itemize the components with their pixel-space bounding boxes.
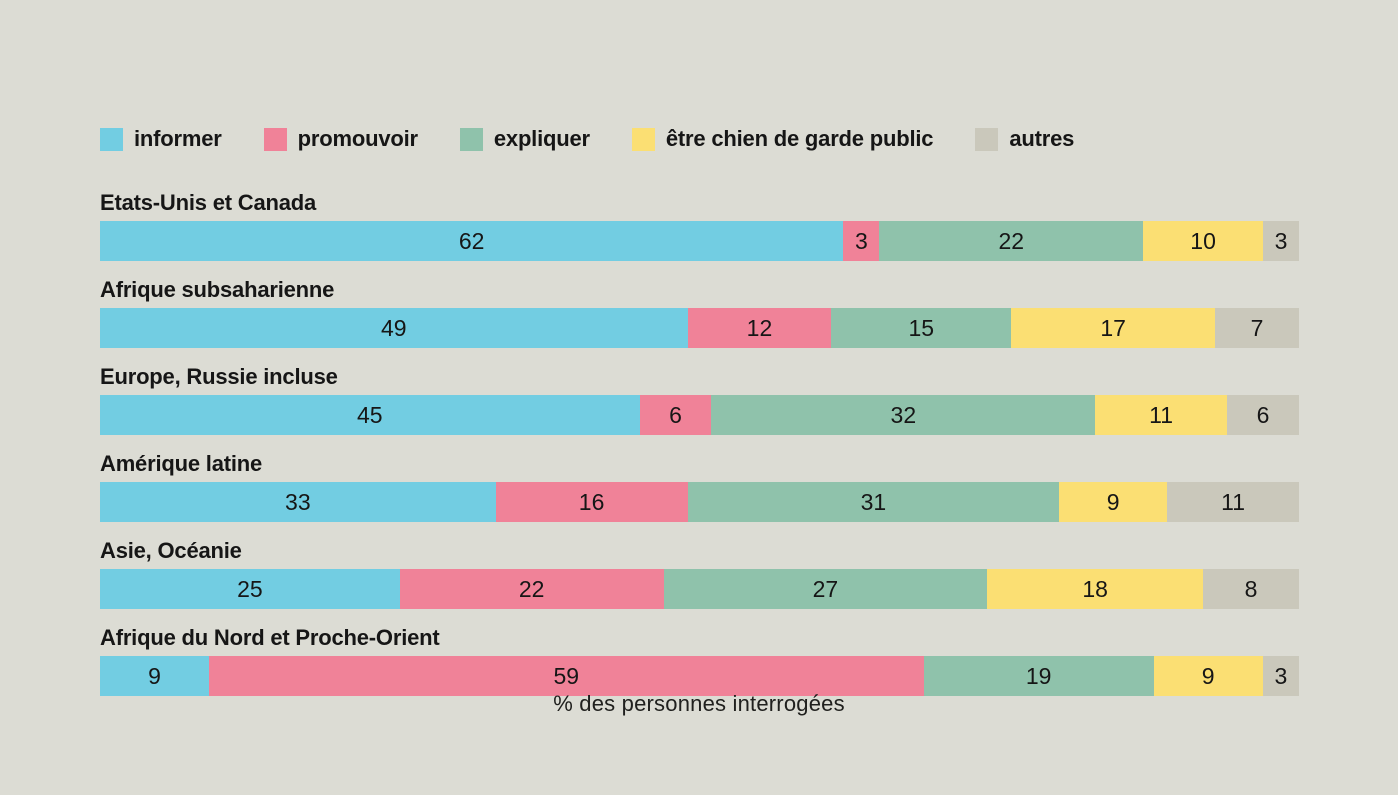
- bar-segment: 6: [1227, 395, 1299, 435]
- segment-value: 45: [356, 401, 383, 428]
- legend-item: expliquer: [459, 126, 590, 152]
- bar-segment: 17: [1011, 308, 1216, 348]
- bar-row: Afrique du Nord et Proche-Orient 9 59 19 9 3: [100, 625, 1299, 696]
- category-label: Afrique du Nord et Proche-Orient: [100, 625, 440, 650]
- segment-value: 6: [1256, 401, 1270, 428]
- segment-value: 6: [669, 401, 682, 428]
- stacked-bar: 25 22 27 18 8: [100, 569, 1299, 609]
- bar-row: Etats-Unis et Canada 62 3 22 10 3: [100, 190, 1299, 261]
- segment-value: 19: [1025, 662, 1052, 689]
- segment-value: 9: [148, 662, 161, 689]
- bar-segment: 15: [831, 308, 1012, 348]
- bar-segment: 45: [100, 395, 640, 435]
- segment-value: 27: [812, 575, 839, 602]
- legend-swatch-icon: [263, 127, 287, 151]
- category-label: Amérique latine: [100, 451, 263, 476]
- segment-value: 8: [1244, 575, 1258, 602]
- segment-value: 18: [1082, 575, 1108, 602]
- legend-swatch-icon: [631, 127, 655, 151]
- bar-segment: 22: [399, 569, 664, 609]
- bar-segment: 59: [209, 656, 924, 696]
- legend-swatch-icon: [100, 127, 123, 151]
- segment-value: 59: [553, 662, 580, 689]
- segment-value: 10: [1190, 227, 1216, 254]
- stacked-bar: 9 59 19 9 3: [100, 656, 1299, 696]
- segment-value: 15: [908, 314, 935, 341]
- segment-value: 31: [860, 488, 887, 515]
- segment-value: 3: [1274, 662, 1288, 689]
- stacked-bar: 45 6 32 11 6: [100, 395, 1299, 435]
- segment-value: 17: [1100, 314, 1126, 341]
- segment-value: 33: [285, 488, 311, 515]
- segment-value: 32: [890, 401, 917, 428]
- bar-segment: 3: [843, 221, 880, 261]
- bar-segment: 11: [1167, 482, 1299, 522]
- chart-legend: informer promouvoir expliquer être chien de…: [100, 126, 1074, 152]
- legend-item: être chien de garde public: [631, 126, 934, 152]
- bar-row: Afrique subsaharienne 49 12 15 17 7: [100, 277, 1299, 348]
- bar-segment: 16: [495, 482, 688, 522]
- bar-segment: 22: [879, 221, 1144, 261]
- segment-value: 49: [380, 314, 407, 341]
- segment-value: 3: [1274, 227, 1288, 254]
- category-label: Afrique subsaharienne: [100, 277, 335, 302]
- segment-value: 11: [1221, 488, 1245, 515]
- bar-segment: 31: [687, 482, 1060, 522]
- segment-value: 3: [854, 227, 868, 254]
- bar-segment: 11: [1095, 395, 1228, 435]
- legend-label: informer: [134, 126, 222, 151]
- legend-swatch-icon: [459, 127, 483, 151]
- bar-segment: 9: [100, 656, 209, 696]
- bar-segment: 9: [1153, 656, 1263, 696]
- bar-segment: 49: [100, 308, 688, 348]
- legend-item: promouvoir: [263, 126, 418, 152]
- category-label: Etats-Unis et Canada: [100, 190, 317, 215]
- bar-segment: 27: [663, 569, 988, 609]
- bar-segment: 25: [100, 569, 400, 609]
- bar-segment: 9: [1059, 482, 1168, 522]
- bar-row: Asie, Océanie 25 22 27 18 8: [100, 538, 1299, 609]
- legend-item: informer: [100, 126, 222, 152]
- segment-value: 22: [998, 227, 1025, 254]
- stacked-bar: 33 16 31 9 11: [100, 482, 1299, 522]
- bar-segment: 32: [711, 395, 1096, 435]
- segment-value: 11: [1149, 401, 1174, 428]
- segment-value: 9: [1201, 662, 1215, 689]
- stacked-bar: 62 3 22 10 3: [100, 221, 1299, 261]
- bar-segment: 3: [1262, 656, 1299, 696]
- legend-swatch-icon: [975, 127, 999, 151]
- x-axis-label: % des personnes interrogées: [553, 691, 845, 716]
- bar-segment: 33: [100, 482, 496, 522]
- bar-segment: 10: [1143, 221, 1264, 261]
- bar-segment: 18: [987, 569, 1204, 609]
- category-label: Europe, Russie incluse: [100, 364, 338, 389]
- bar-row: Amérique latine 33 16 31 9 11: [100, 451, 1299, 522]
- legend-item: autres: [975, 126, 1074, 152]
- stacked-bar: 49 12 15 17 7: [100, 308, 1299, 348]
- bar-row: Europe, Russie incluse 45 6 32 11 6: [100, 364, 1299, 435]
- segment-value: 62: [458, 227, 485, 254]
- bar-segment: 7: [1215, 308, 1299, 348]
- legend-label: être chien de garde public: [665, 126, 934, 151]
- bar-segment: 6: [639, 395, 712, 435]
- segment-value: 9: [1106, 488, 1120, 515]
- bar-segment: 8: [1203, 569, 1299, 609]
- category-label: Asie, Océanie: [100, 538, 242, 563]
- bar-segment: 62: [100, 221, 844, 261]
- segment-value: 7: [1250, 314, 1264, 341]
- bar-segment: 3: [1263, 221, 1299, 261]
- segment-value: 22: [518, 575, 545, 602]
- chart-rows: Etats-Unis et Canada 62 3 22 10 3 Afrique subs…: [100, 190, 1299, 712]
- segment-value: 12: [746, 314, 773, 341]
- segment-value: 25: [237, 575, 263, 602]
- legend-label: expliquer: [493, 126, 590, 151]
- bar-segment: 19: [923, 656, 1154, 696]
- legend-label: promouvoir: [297, 126, 418, 151]
- bar-segment: 12: [687, 308, 832, 348]
- legend-label: autres: [1009, 126, 1075, 151]
- segment-value: 16: [578, 488, 605, 515]
